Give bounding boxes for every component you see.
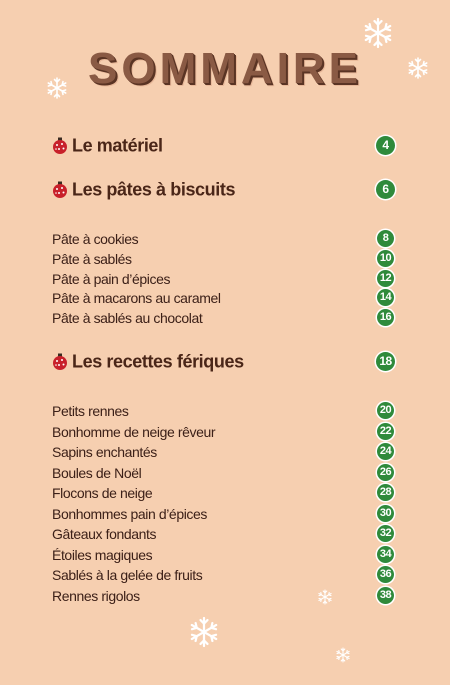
snowflake bbox=[318, 589, 332, 605]
page-number: 16 bbox=[377, 309, 394, 327]
section-title: Les recettes fériques bbox=[72, 351, 244, 372]
ornament-icon bbox=[51, 137, 69, 160]
entry-label: Flocons de neige bbox=[52, 485, 153, 502]
entry-label: Pâte à macarons au caramel bbox=[52, 290, 221, 307]
page-number: 8 bbox=[377, 230, 394, 247]
snowflake bbox=[190, 616, 218, 648]
entry-label: Pâte à sablés bbox=[52, 250, 132, 267]
page-number: 24 bbox=[377, 443, 394, 461]
entry-label: Bonhomme de neige rêveur bbox=[52, 423, 216, 440]
entry-label: Pâte à sablés au chocolat bbox=[52, 310, 203, 327]
page-number: 34 bbox=[377, 545, 394, 563]
section-title: Le matériel bbox=[72, 135, 163, 156]
page-number: 4 bbox=[376, 136, 395, 155]
entry-label: Pâte à cookies bbox=[52, 231, 139, 247]
ornament-icon bbox=[51, 353, 69, 376]
entry-label: Petits rennes bbox=[52, 403, 129, 420]
page-title: SOMMAIRE bbox=[88, 44, 362, 93]
entry-label: Sapins enchantés bbox=[52, 444, 157, 461]
page-number: 18 bbox=[376, 352, 395, 372]
page-number: 26 bbox=[377, 463, 394, 481]
page-number: 28 bbox=[377, 484, 394, 502]
page-number: 30 bbox=[377, 504, 394, 522]
page-number: 12 bbox=[377, 269, 394, 287]
entry-label: Pâte à pain d’épices bbox=[52, 270, 171, 287]
page-number: 14 bbox=[377, 289, 394, 307]
section-title: Les pâtes à biscuits bbox=[72, 179, 236, 200]
page-number: 36 bbox=[377, 566, 394, 584]
page-number: 38 bbox=[377, 586, 394, 604]
page-number: 10 bbox=[377, 249, 394, 267]
entry-label: Gâteaux fondants bbox=[52, 526, 157, 543]
entry-label: Sablés à la gelée de fruits bbox=[52, 567, 203, 584]
entry-label: Étoiles magiques bbox=[52, 546, 153, 563]
snowflake bbox=[364, 17, 392, 49]
entry-label: Rennes rigolos bbox=[52, 587, 140, 604]
page-number: 6 bbox=[376, 180, 395, 199]
entry-label: Bonhommes pain d’épices bbox=[52, 505, 208, 522]
page-number: 32 bbox=[377, 525, 394, 543]
page-number: 22 bbox=[377, 422, 394, 440]
page-number: 20 bbox=[377, 402, 394, 420]
entry-label: Boules de Noël bbox=[52, 464, 142, 481]
ornament-icon bbox=[51, 181, 69, 204]
snowflake bbox=[336, 647, 350, 663]
